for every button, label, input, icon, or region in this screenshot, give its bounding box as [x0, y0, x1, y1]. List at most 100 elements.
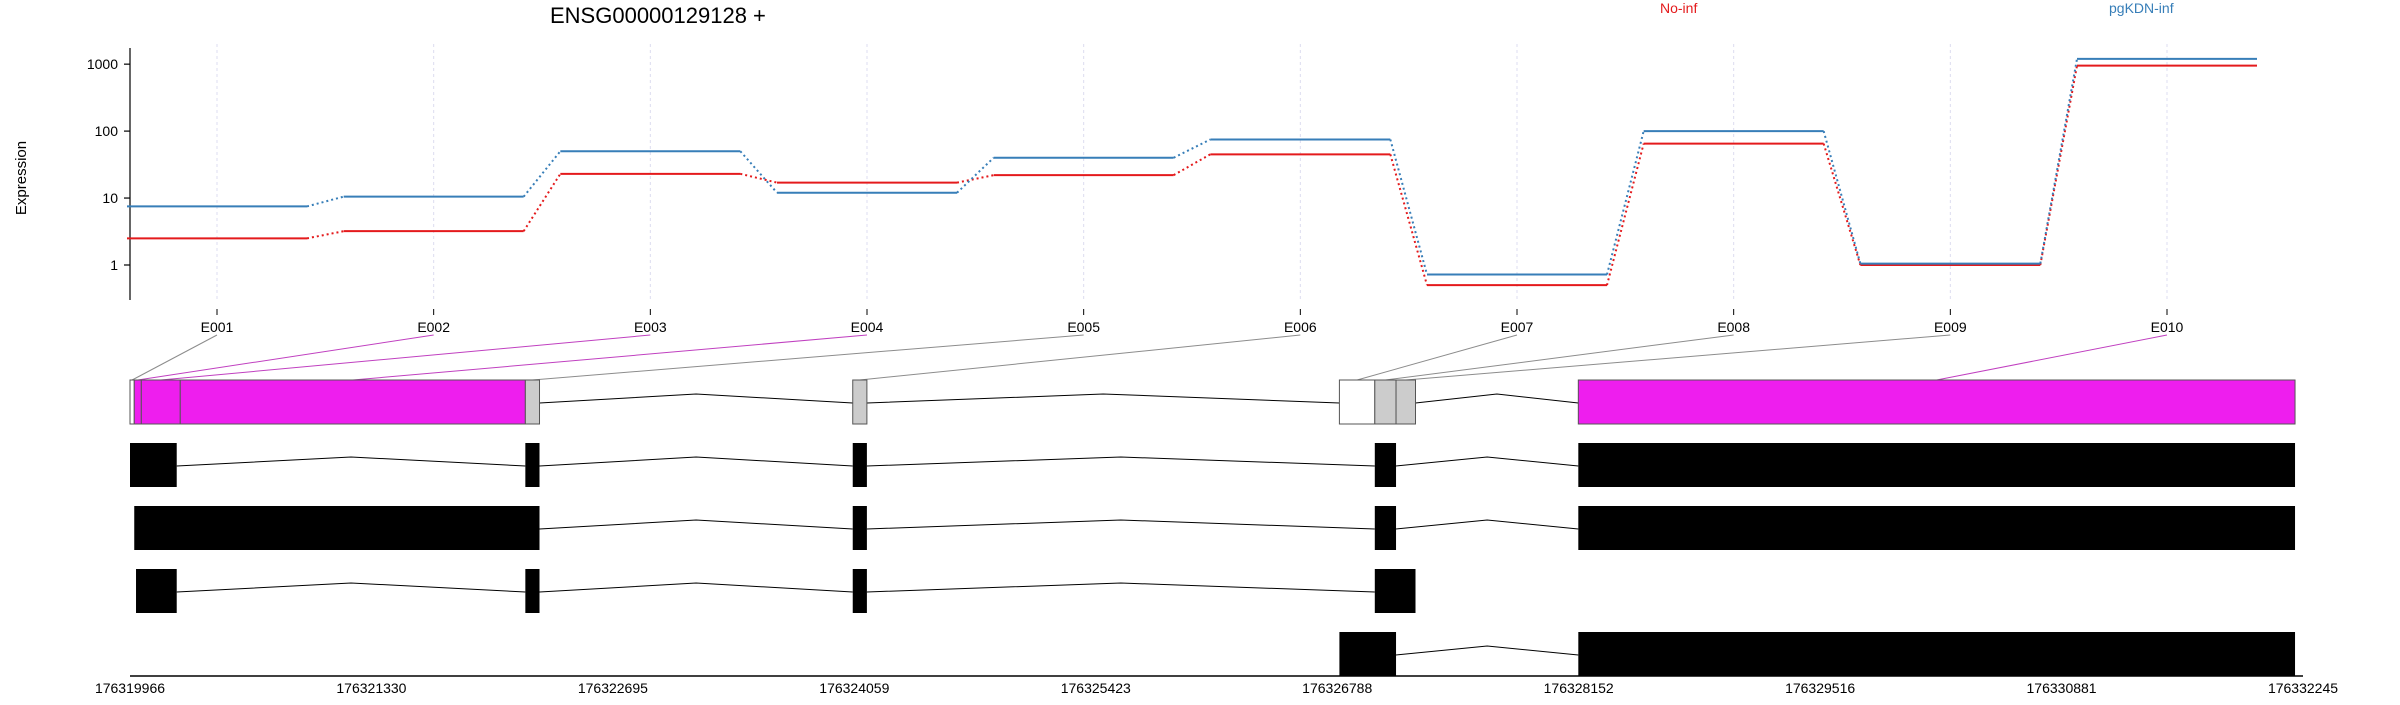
step-No-inf-E002	[522, 173, 562, 232]
connector-E003	[160, 334, 651, 381]
transcript-exon	[852, 506, 867, 550]
y-axis-label: Expression	[13, 141, 30, 215]
x-tick-label-E006: E006	[1284, 319, 1317, 335]
step-pgKDN-inf-E005	[1173, 138, 1211, 159]
intron-line	[539, 519, 853, 530]
coordinate-tick-label: 176329516	[1785, 680, 1855, 696]
transcript-row-4	[1339, 632, 2296, 676]
x-tick-label-E004: E004	[851, 319, 884, 335]
intron-line	[1415, 393, 1579, 404]
step-No-inf-E009	[2039, 65, 2078, 266]
x-tick-label-E007: E007	[1501, 319, 1534, 335]
connector-E005	[532, 334, 1084, 381]
y-tick-label: 1	[110, 257, 118, 273]
x-tick-label-E009: E009	[1934, 319, 1967, 335]
series-No-inf	[127, 64, 2257, 287]
intron-line	[539, 456, 853, 467]
transcript-row-3	[136, 569, 1416, 613]
genomic-coordinate-axis: 176319966 176321330 176322695 176324059 1763…	[95, 675, 2338, 696]
transcript-exon	[1374, 443, 1397, 487]
transcript-exon	[1374, 506, 1397, 550]
transcript-exon	[852, 569, 867, 613]
connector-E008	[1385, 334, 1734, 381]
coordinate-tick-label: 176322695	[578, 680, 648, 696]
exon-bin-row	[129, 379, 2296, 425]
exon-connector-lines	[131, 334, 2168, 381]
x-tick-label-E002: E002	[417, 319, 450, 335]
transcript-exon	[1578, 443, 2296, 487]
coordinate-tick-label: 176325423	[1061, 680, 1131, 696]
exon-bin-E002	[133, 379, 142, 425]
step-pgKDN-inf-E007	[1606, 130, 1645, 275]
intron-line	[866, 582, 1375, 593]
step-No-inf-E004	[956, 174, 994, 184]
step-pgKDN-inf-E006	[1389, 139, 1428, 275]
intron-line	[1395, 456, 1579, 467]
transcript-row-1	[130, 443, 2296, 487]
legend-entry-pgkdn-inf: pgKDN-inf	[2109, 0, 2174, 16]
x-tick-label-E010: E010	[2151, 319, 2184, 335]
exon-bin-E008	[1374, 379, 1397, 425]
coordinate-tick-label: 176330881	[2027, 680, 2097, 696]
transcript-exon	[525, 569, 540, 613]
step-No-inf-E001	[306, 230, 344, 240]
step-No-inf-E007	[1606, 143, 1645, 286]
step-pgKDN-inf-E004	[956, 157, 995, 194]
transcript-exon	[1578, 632, 2296, 676]
step-No-inf-E005	[1173, 153, 1211, 176]
transcript-exon	[1339, 632, 1397, 676]
connector-E010	[1936, 334, 2168, 381]
step-pgKDN-inf-E002	[522, 150, 562, 198]
exon-bin-E003	[140, 379, 181, 425]
intron-line	[1395, 519, 1579, 530]
step-pgKDN-inf-E003	[739, 150, 778, 194]
coordinate-tick-label: 176328152	[1544, 680, 1614, 696]
y-tick-label: 100	[95, 123, 119, 139]
transcript-exon	[1578, 506, 2296, 550]
x-tick-label-E003: E003	[634, 319, 667, 335]
transcript-row-2	[134, 506, 2296, 550]
series-lines	[127, 57, 2257, 287]
intron-line	[866, 393, 1340, 404]
exon-bin-E006	[852, 379, 868, 425]
grid-lines	[216, 44, 2168, 300]
intron-line	[176, 456, 526, 467]
coordinate-tick-label: 176332245	[2268, 680, 2338, 696]
connector-E009	[1405, 334, 1951, 381]
gene-model	[129, 379, 2296, 676]
x-tick-label-E001: E001	[201, 319, 234, 335]
y-tick-label: 1000	[87, 56, 118, 72]
series-pgKDN-inf	[127, 57, 2257, 276]
transcript-exon	[134, 506, 540, 550]
intron-line	[539, 393, 853, 404]
transcript-exon	[852, 443, 867, 487]
step-pgKDN-inf-E008	[1822, 130, 1862, 264]
exon-bin-E007	[1338, 379, 1376, 425]
intron-line	[866, 456, 1375, 467]
step-No-inf-E008	[1822, 143, 1862, 266]
coordinate-tick-label: 176324059	[819, 680, 889, 696]
coordinate-tick-label: 176319966	[95, 680, 165, 696]
y-tick-label: 10	[102, 190, 118, 206]
transcript-exon	[1374, 569, 1416, 613]
connector-E001	[131, 334, 218, 381]
coordinate-tick-label: 176321330	[336, 680, 406, 696]
intron-line	[176, 582, 526, 593]
x-tick-label-E008: E008	[1717, 319, 1750, 335]
connector-E007	[1356, 334, 1518, 381]
connector-E006	[859, 334, 1301, 381]
transcript-exon	[136, 569, 177, 613]
x-tick-label-E005: E005	[1067, 319, 1100, 335]
transcript-exon	[525, 443, 540, 487]
exon-bin-E005	[524, 379, 541, 425]
legend-entry-no-inf: No-inf	[1660, 0, 1697, 16]
chart-title: ENSG00000129128 +	[550, 3, 766, 28]
exon-bin-E004	[179, 379, 526, 425]
x-axis-ticks: E001 E002 E003 E004 E005 E006 E007 E008 E009 E010	[201, 309, 2184, 335]
exon-bin-E009	[1395, 379, 1417, 425]
intron-line	[1395, 645, 1579, 656]
coordinate-tick-label: 176326788	[1302, 680, 1372, 696]
connector-E002	[137, 334, 434, 381]
